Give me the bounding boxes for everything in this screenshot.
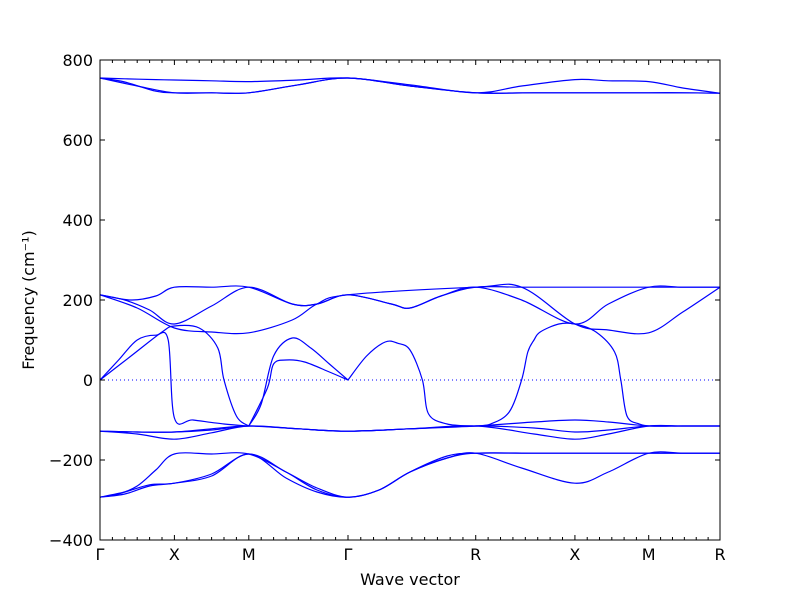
band-line-15 [99,425,720,433]
band-line-5 [99,285,720,325]
band-line-16 [99,452,720,498]
band-line-4 [99,285,720,309]
y-tick-label: −200 [49,451,93,470]
x-tick-label: Γ [344,545,353,564]
y-axis-label: Frequency (cm⁻¹) [19,230,38,369]
x-tick-label: R [470,545,481,564]
x-tick-label: M [242,545,256,564]
band-line-7 [99,331,249,427]
y-axis-ticks: −400 −200 0 200 400 600 800 [49,51,720,550]
band-line-3 [99,77,721,94]
band-line-18 [99,452,720,498]
series-layer [99,77,721,498]
x-tick-label: X [569,545,580,564]
x-tick-label: M [642,545,656,564]
band-line-11 [347,340,477,427]
band-line-8 [99,324,250,427]
y-tick-label: 0 [83,371,93,390]
y-tick-label: 400 [62,211,93,230]
x-tick-label: R [714,545,725,564]
plot-area-frame [99,59,721,541]
x-tick-label: Γ [96,545,105,564]
band-line-6 [99,283,721,335]
y-tick-label: 200 [62,291,93,310]
x-tick-label: X [169,545,180,564]
x-axis-label: Wave vector [360,570,460,589]
y-tick-label: 800 [62,51,93,70]
band-line-9 [248,337,349,427]
y-tick-label: 600 [62,131,93,150]
band-line-12 [475,322,649,427]
band-line-17 [99,451,720,498]
band-line-10 [248,359,349,427]
y-tick-label: −400 [49,531,93,550]
